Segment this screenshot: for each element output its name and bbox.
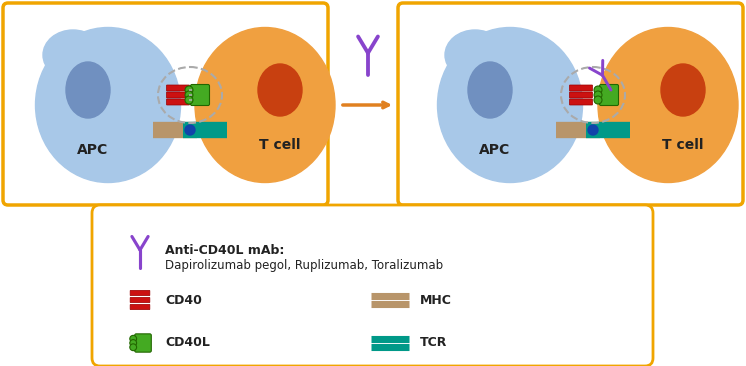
Circle shape: [185, 125, 195, 135]
FancyBboxPatch shape: [398, 3, 743, 205]
Circle shape: [185, 86, 193, 94]
FancyBboxPatch shape: [569, 99, 592, 105]
FancyBboxPatch shape: [130, 305, 150, 310]
FancyBboxPatch shape: [600, 85, 618, 105]
Text: T cell: T cell: [260, 138, 301, 152]
Circle shape: [130, 340, 137, 346]
Ellipse shape: [195, 27, 335, 183]
Circle shape: [130, 335, 137, 342]
Text: TCR: TCR: [420, 336, 448, 350]
Circle shape: [594, 96, 602, 104]
Ellipse shape: [36, 27, 181, 183]
Ellipse shape: [258, 64, 302, 116]
Ellipse shape: [661, 64, 705, 116]
Circle shape: [594, 91, 602, 99]
FancyBboxPatch shape: [130, 297, 150, 303]
FancyBboxPatch shape: [166, 99, 189, 105]
Circle shape: [588, 125, 598, 135]
Circle shape: [185, 91, 193, 99]
Ellipse shape: [445, 30, 505, 80]
Ellipse shape: [437, 27, 583, 183]
Ellipse shape: [598, 27, 738, 183]
FancyBboxPatch shape: [166, 85, 189, 91]
FancyBboxPatch shape: [569, 85, 592, 91]
Circle shape: [594, 86, 602, 94]
Circle shape: [185, 96, 193, 104]
Circle shape: [130, 344, 137, 351]
Text: APC: APC: [480, 143, 510, 157]
Text: Dapirolizumab pegol, Ruplizumab, Toralizumab: Dapirolizumab pegol, Ruplizumab, Toraliz…: [165, 258, 443, 272]
Ellipse shape: [66, 62, 110, 118]
Ellipse shape: [43, 30, 103, 80]
Text: CD40: CD40: [165, 294, 202, 306]
FancyBboxPatch shape: [190, 85, 210, 105]
FancyBboxPatch shape: [130, 290, 150, 296]
FancyBboxPatch shape: [166, 92, 189, 98]
Text: T cell: T cell: [662, 138, 703, 152]
Text: MHC: MHC: [420, 294, 452, 306]
Text: APC: APC: [78, 143, 109, 157]
FancyBboxPatch shape: [569, 92, 592, 98]
Text: CD40L: CD40L: [165, 336, 210, 350]
Text: Anti-CD40L mAb:: Anti-CD40L mAb:: [165, 243, 284, 257]
FancyBboxPatch shape: [135, 334, 151, 352]
FancyBboxPatch shape: [3, 3, 328, 205]
Ellipse shape: [468, 62, 512, 118]
FancyBboxPatch shape: [92, 205, 653, 366]
